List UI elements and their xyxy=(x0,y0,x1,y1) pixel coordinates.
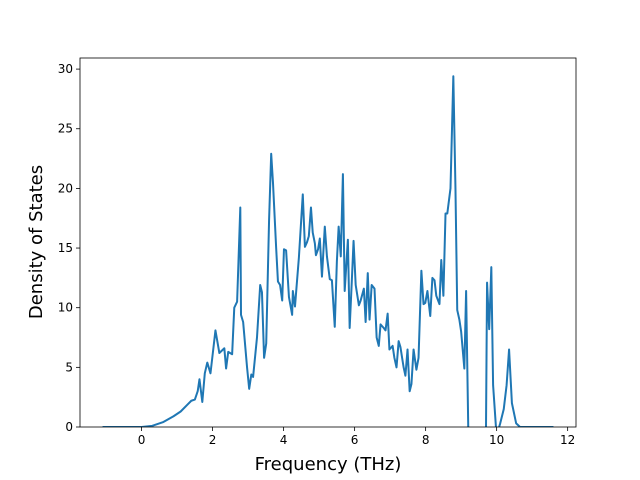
x-tick-label: 2 xyxy=(209,433,217,447)
x-tick-label: 6 xyxy=(351,433,359,447)
x-tick-label: 12 xyxy=(560,433,575,447)
y-tick-label: 0 xyxy=(65,420,73,434)
x-tick-label: 10 xyxy=(489,433,504,447)
x-tick-label: 0 xyxy=(138,433,146,447)
x-axis-label: Frequency (THz) xyxy=(255,454,402,475)
plot-frame xyxy=(79,57,577,428)
x-tick-label: 8 xyxy=(422,433,430,447)
y-tick-label: 20 xyxy=(58,181,73,195)
data-line xyxy=(102,75,554,427)
y-tick-label: 10 xyxy=(58,301,73,315)
y-axis-label: Density of States xyxy=(26,165,47,319)
y-tick-label: 5 xyxy=(65,360,73,374)
y-tick-label: 30 xyxy=(58,62,73,76)
y-tick-label: 25 xyxy=(58,122,73,136)
y-tick-label: 15 xyxy=(58,241,73,255)
x-tick-label: 4 xyxy=(280,433,288,447)
